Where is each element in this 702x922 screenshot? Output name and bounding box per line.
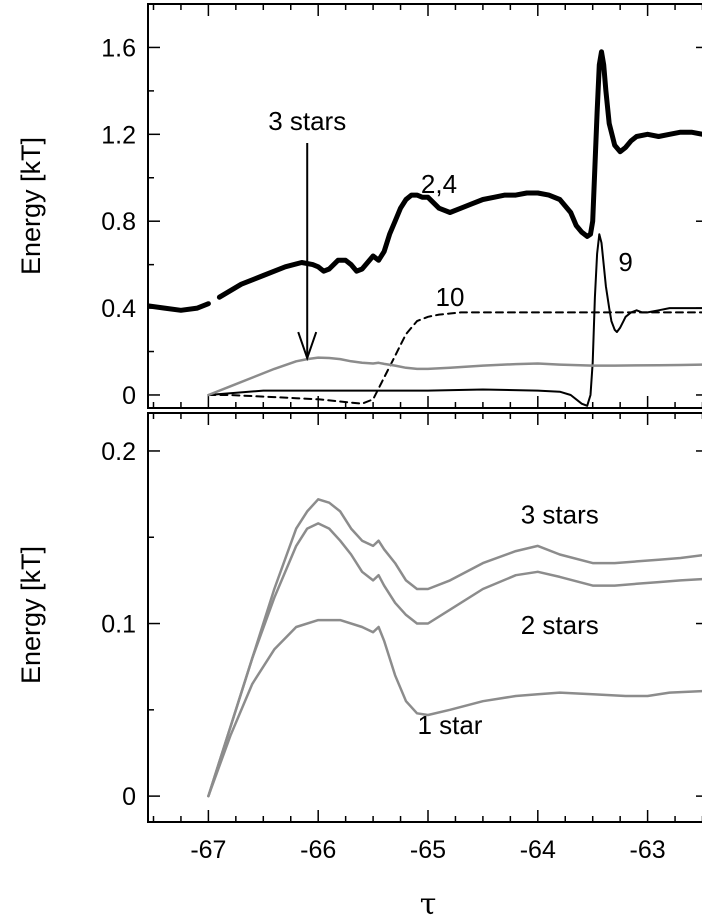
top-plot-frame <box>147 3 702 409</box>
x-tick-label: -67 <box>190 836 226 864</box>
bottom-annotations: 3 stars 2 stars 1 star <box>417 499 598 740</box>
x-tick-label: -66 <box>300 836 336 864</box>
y-tick-label: 0.8 <box>101 208 136 236</box>
top-x-ticks <box>152 4 702 408</box>
y-tick-label: 1.2 <box>101 121 136 149</box>
bottom-series <box>207 498 702 798</box>
top-y-axis-label: Energy [kT] <box>16 137 46 275</box>
top-series <box>148 49 702 407</box>
x-tick-label: -63 <box>630 836 666 864</box>
x-tick-label: -64 <box>520 836 556 864</box>
series-line-10 <box>207 311 702 405</box>
annotation-label: 3 stars <box>268 106 346 136</box>
bottom-y-axis-label: Energy [kT] <box>16 546 46 684</box>
x-tick-label: -65 <box>410 836 446 864</box>
bottom-plot-frame <box>147 412 702 823</box>
arrow-head <box>297 331 318 362</box>
annotation-label: 3 stars <box>521 499 599 529</box>
top-annotations: 3 stars 2,4 10 9 <box>268 106 633 362</box>
y-tick-label: 0 <box>122 783 136 811</box>
y-tick-label: 0 <box>122 382 136 410</box>
series-line-2-stars <box>207 522 702 798</box>
annotation-label: 1 star <box>417 710 482 740</box>
annotation-label: 2 stars <box>521 610 599 640</box>
y-tick-label: 0.1 <box>101 611 136 639</box>
top-panel: 0 0.4 0.8 1.2 1.6 3 stars 2,4 10 9 Energy [kT] <box>16 3 702 410</box>
series-line-2-4 <box>216 49 702 300</box>
series-line-3-stars <box>207 356 702 397</box>
y-tick-label: 0.2 <box>101 438 136 466</box>
annotation-label: 9 <box>618 247 632 277</box>
series-line-9 <box>207 233 702 407</box>
annotation-label: 10 <box>435 282 464 312</box>
y-tick-label: 0.4 <box>101 295 136 323</box>
series-line-2-4 <box>148 301 211 313</box>
bottom-panel: 0 0.1 0.2 -67 -66 -65 -64 -63 3 stars 2 stars 1 … <box>16 412 702 864</box>
bottom-x-ticks: -67 -66 -65 -64 -63 <box>152 413 702 864</box>
top-y-ticks: 0 0.4 0.8 1.2 1.6 <box>101 3 702 410</box>
y-tick-label: 1.6 <box>101 34 136 62</box>
bottom-y-ticks: 0 0.1 0.2 <box>101 438 702 811</box>
x-axis-label: τ <box>420 887 437 922</box>
annotation-label: 2,4 <box>421 169 457 199</box>
series-line-1-star <box>207 618 702 798</box>
series-line-3-stars <box>207 498 702 798</box>
